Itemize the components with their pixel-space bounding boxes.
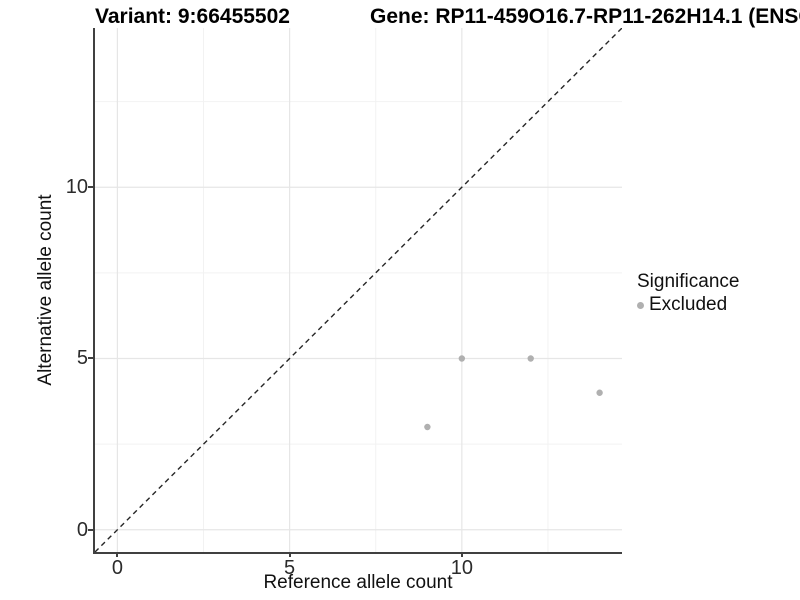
legend-title: Significance bbox=[637, 271, 740, 292]
x-tick-mark bbox=[288, 552, 291, 557]
legend-item-label: Excluded bbox=[649, 294, 728, 315]
identity-dashed-line bbox=[95, 28, 622, 552]
y-tick-label: 0 bbox=[76, 518, 88, 541]
x-tick-mark bbox=[460, 552, 463, 557]
y-tick-label: 10 bbox=[65, 176, 88, 199]
legend-item-excluded: Excluded bbox=[637, 295, 739, 315]
data-point bbox=[424, 423, 431, 431]
x-tick-label: 10 bbox=[450, 557, 473, 579]
legend-point-icon bbox=[637, 301, 644, 309]
x-tick-label: 5 bbox=[284, 557, 296, 579]
plot-area-svg bbox=[95, 28, 622, 552]
plot-title-gene: Gene: RP11-459O16.7-RP11-262H14.1 (ENSG0 bbox=[370, 5, 800, 28]
legend: Significance Excluded bbox=[637, 270, 739, 315]
x-axis-title: Reference allele count bbox=[263, 572, 453, 593]
plot-panel bbox=[93, 28, 622, 554]
x-tick-mark bbox=[116, 552, 119, 557]
y-tick-mark bbox=[88, 357, 93, 360]
data-point bbox=[596, 389, 603, 396]
plot-title-variant: Variant: 9:66455502 bbox=[95, 5, 290, 28]
y-tick-label: 5 bbox=[76, 347, 88, 370]
data-point bbox=[458, 355, 466, 362]
y-axis-title: Alternative allele count bbox=[35, 194, 56, 386]
data-point bbox=[527, 355, 534, 362]
y-tick-mark bbox=[88, 528, 93, 531]
y-tick-mark bbox=[88, 186, 93, 189]
x-tick-label: 0 bbox=[111, 557, 123, 579]
